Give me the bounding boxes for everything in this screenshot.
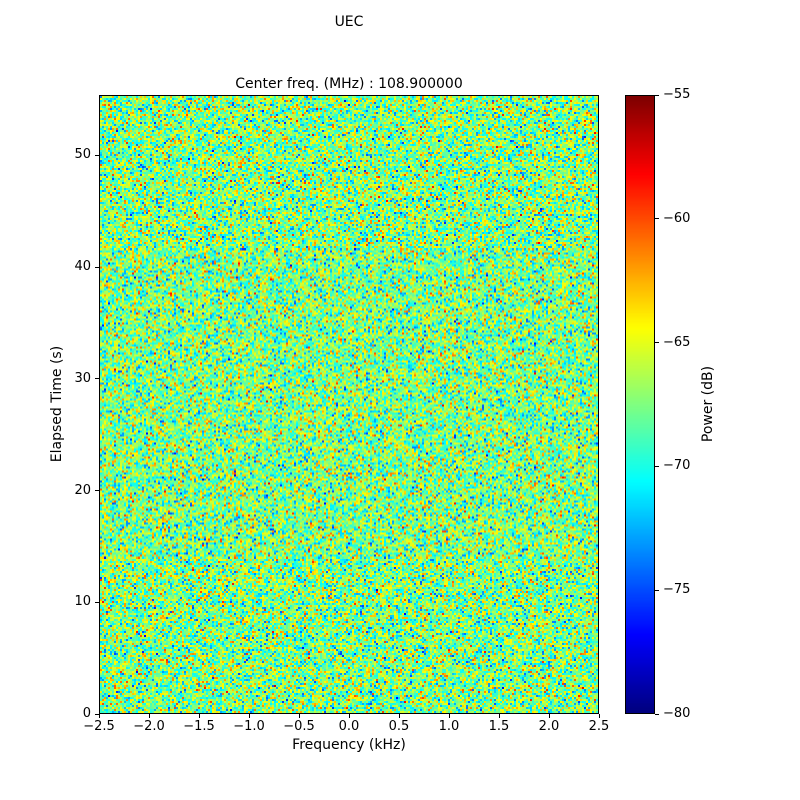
y-tick-label: 10: [74, 594, 91, 610]
y-tick-mark: [95, 266, 99, 268]
plot-title: UEC: [334, 14, 364, 30]
x-tick-label: −1.5: [183, 719, 215, 734]
y-tick-label: 30: [74, 370, 91, 386]
colorbar-tick-label: −80: [663, 706, 691, 721]
x-tick-mark: [448, 714, 450, 718]
x-tick-label: −2.5: [83, 719, 115, 734]
x-tick-mark: [498, 714, 500, 718]
x-tick-mark: [148, 714, 150, 718]
colorbar: [625, 95, 655, 714]
y-tick-mark: [95, 713, 99, 715]
colorbar-tick-label: −70: [663, 458, 691, 474]
y-tick-label: 20: [74, 482, 91, 498]
x-tick-mark: [398, 714, 400, 718]
y-tick-mark: [95, 154, 99, 156]
y-tick-mark: [95, 490, 99, 492]
x-tick-mark: [598, 714, 600, 718]
colorbar-tick-mark: [655, 465, 659, 467]
colorbar-tick-label: −75: [663, 582, 691, 598]
x-tick-mark: [248, 714, 250, 718]
x-tick-label: −1.0: [233, 719, 265, 734]
x-tick-label: −2.0: [133, 719, 165, 734]
colorbar-tick-label: −55: [663, 87, 691, 102]
colorbar-tick-mark: [655, 342, 659, 344]
x-tick-label: −0.5: [283, 719, 315, 734]
x-axis-label: Frequency (kHz): [292, 737, 406, 753]
x-tick-mark: [298, 714, 300, 718]
x-tick-mark: [548, 714, 550, 718]
x-tick-label: 2.5: [588, 719, 610, 734]
y-tick-label: 50: [74, 147, 91, 163]
x-tick-mark: [98, 714, 100, 718]
center-freq-line: Center freq. (MHz) : 108.900000: [235, 76, 463, 92]
x-tick-label: 0.5: [388, 719, 410, 734]
colorbar-tick-label: −60: [663, 210, 691, 226]
x-tick-mark: [198, 714, 200, 718]
colorbar-tick-mark: [655, 218, 659, 220]
colorbar-label: Power (dB): [700, 365, 716, 443]
y-tick-label: 0: [82, 706, 91, 721]
plot-area: [99, 95, 599, 714]
spectrogram-heatmap-canvas: [100, 96, 598, 713]
x-tick-label: 1.0: [438, 719, 460, 734]
y-tick-mark: [95, 378, 99, 380]
colorbar-tick-mark: [655, 94, 659, 96]
x-tick-label: 0.0: [338, 719, 360, 734]
x-tick-mark: [348, 714, 350, 718]
x-tick-label: 2.0: [538, 719, 560, 734]
colorbar-tick-mark: [655, 713, 659, 715]
x-tick-label: 1.5: [488, 719, 510, 734]
y-tick-label: 40: [74, 259, 91, 275]
colorbar-tick-mark: [655, 589, 659, 591]
y-tick-mark: [95, 601, 99, 603]
colorbar-gradient-canvas: [626, 96, 654, 713]
y-axis-label: Elapsed Time (s): [49, 345, 65, 463]
colorbar-tick-label: −65: [663, 334, 691, 350]
